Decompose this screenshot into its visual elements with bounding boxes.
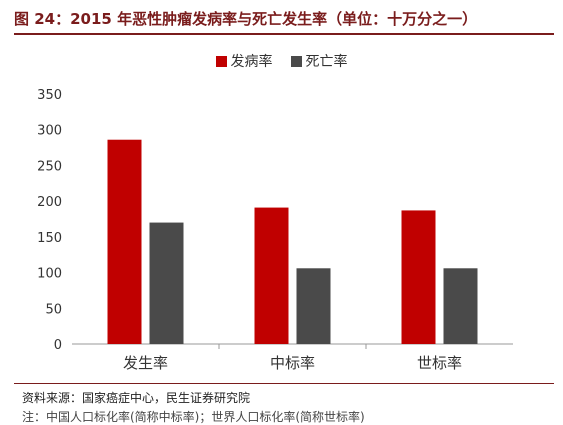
chart-title: 图 24：2015 年恶性肿瘤发病率与死亡发生率（单位：十万分之一） [14,10,478,28]
x-tick-label: 中标率 [270,354,315,372]
y-tick-label: 150 [37,231,62,246]
y-tick-label: 0 [54,338,62,353]
legend-item-incidence: 发病率 [215,51,273,71]
bar-incidence [254,207,289,344]
bar-incidence [401,210,436,344]
legend-swatch-incidence [215,55,227,67]
y-tick-label: 50 [45,302,62,317]
source-note: 资料来源：国家癌症中心，民生证券研究院 [22,391,251,405]
legend-item-mortality: 死亡率 [290,51,348,71]
bar-incidence [107,139,142,344]
legend-label-mortality: 死亡率 [305,54,348,70]
chart-legend: 发病率 死亡率 [0,51,563,71]
y-tick-label: 100 [37,267,62,282]
bar-mortality [296,268,331,344]
y-tick-label: 350 [37,88,62,103]
x-tick-label: 发生率 [123,354,168,372]
bar-mortality [149,222,184,344]
title-divider [14,33,554,35]
bar-mortality [443,268,478,344]
source-divider [14,383,554,384]
legend-swatch-mortality [290,55,302,67]
y-tick-label: 300 [37,124,62,139]
legend-label-incidence: 发病率 [230,54,273,70]
y-tick-label: 250 [37,159,62,174]
plot-area: 0 50 100 150 200 250 300 350 发生率 中标率 世标率 [37,88,513,372]
x-tick-label: 世标率 [417,354,462,372]
y-tick-label: 200 [37,195,62,210]
